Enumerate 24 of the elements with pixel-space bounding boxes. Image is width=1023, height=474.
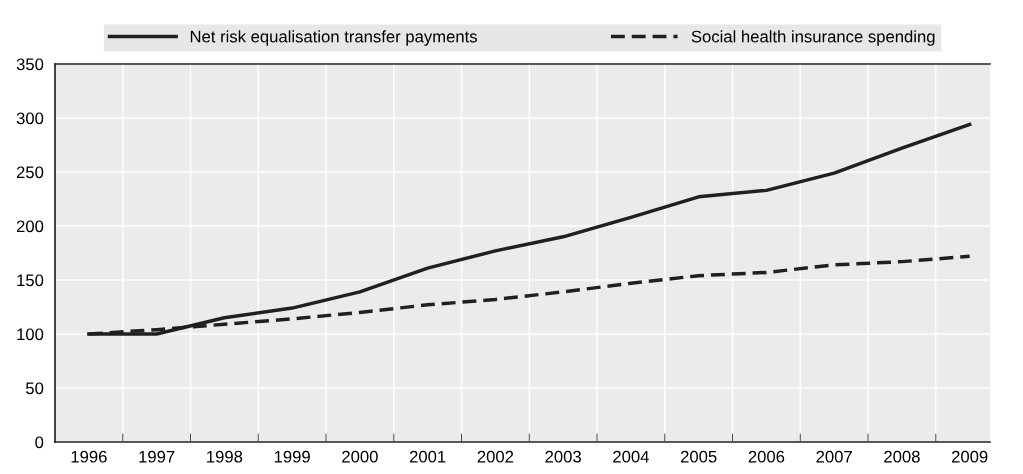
- legend-label: Social health insurance spending: [691, 30, 935, 46]
- x-tick-label: 1998: [207, 450, 243, 463]
- y-tick-label: 350: [16, 58, 44, 71]
- x-tick-label: 2000: [342, 450, 378, 463]
- x-tick-label: 1999: [274, 450, 310, 463]
- x-tick-label: 2001: [409, 450, 446, 463]
- x-tick-label: 2002: [477, 450, 514, 463]
- y-tick-label: 100: [17, 328, 44, 341]
- x-tick-label: 1996: [71, 450, 107, 463]
- x-tick-label: 2004: [613, 450, 649, 463]
- y-tick-label: 300: [16, 112, 44, 125]
- x-tick-label: 2005: [680, 450, 717, 463]
- y-tick-label: 200: [16, 220, 44, 233]
- y-tick-label: 0: [35, 436, 44, 449]
- y-tick-label: 250: [16, 166, 44, 179]
- y-tick-label: 50: [26, 382, 44, 395]
- x-tick-label: 2009: [951, 450, 988, 463]
- x-tick-label: 1997: [139, 450, 175, 463]
- x-tick-label: 2003: [545, 450, 581, 463]
- x-tick-label: 2007: [816, 450, 852, 463]
- x-tick-label: 2006: [748, 450, 785, 463]
- y-tick-label: 150: [17, 274, 44, 287]
- legend-label: Net risk equalisation transfer payments: [190, 30, 477, 46]
- x-tick-label: 2008: [884, 450, 920, 463]
